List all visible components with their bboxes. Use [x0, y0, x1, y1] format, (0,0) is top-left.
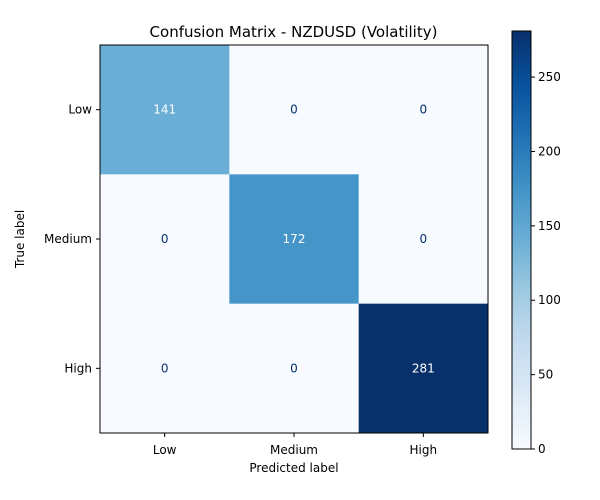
- cell-value-label: 172: [283, 232, 306, 246]
- cell-value-label: 0: [290, 361, 298, 375]
- colorbar-tick-label: 0: [538, 442, 546, 456]
- cell-value-label: 141: [153, 103, 176, 117]
- y-axis-label: True label: [13, 210, 27, 269]
- matrix-cell: [358, 303, 489, 434]
- cell-value-label: 0: [290, 103, 298, 117]
- cell-value-label: 0: [161, 232, 169, 246]
- colorbar-tick-label: 100: [538, 293, 561, 307]
- cell-value-label: 0: [161, 361, 169, 375]
- colorbar-tick-label: 150: [538, 219, 561, 233]
- x-axis-label: Predicted label: [249, 461, 338, 475]
- matrix-cell: [229, 45, 360, 175]
- matrix-cell: [229, 174, 360, 305]
- colorbar: [511, 30, 532, 450]
- matrix-cell-labels: 141 0 0 0 172 0 0 0 281: [153, 103, 435, 376]
- matrix-cell: [100, 45, 230, 175]
- matrix-cell: [229, 303, 360, 434]
- y-tick-label: Medium: [44, 232, 92, 246]
- colorbar-ticks: 0 50 100 150 200 250: [531, 70, 561, 456]
- cell-value-label: 0: [420, 103, 428, 117]
- cell-value-label: 281: [412, 361, 435, 375]
- x-tick-label: Medium: [270, 443, 318, 457]
- colorbar-tick-label: 50: [538, 368, 553, 382]
- matrix-cells: [100, 45, 489, 434]
- x-tick-label: High: [410, 443, 438, 457]
- matrix-cell: [358, 45, 489, 175]
- y-tick-label: High: [64, 361, 92, 375]
- colorbar-tick-label: 200: [538, 144, 561, 158]
- y-tick-label: Low: [68, 103, 92, 117]
- chart-title: Confusion Matrix - NZDUSD (Volatility): [150, 23, 438, 41]
- y-axis-ticks: Low Medium High: [44, 103, 100, 375]
- colorbar-tick-label: 250: [538, 70, 561, 84]
- matrix-cell: [358, 174, 489, 305]
- x-tick-label: Low: [153, 443, 177, 457]
- x-axis-ticks: Low Medium High: [153, 433, 437, 457]
- matrix-cell: [100, 303, 230, 434]
- cell-value-label: 0: [420, 232, 428, 246]
- matrix-cell: [100, 174, 230, 305]
